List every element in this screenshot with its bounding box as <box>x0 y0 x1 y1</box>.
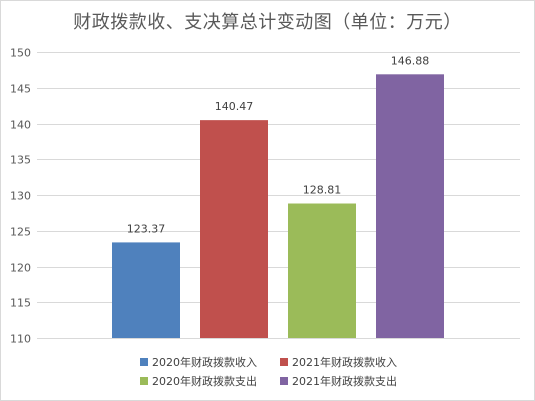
y-tick-label: 120 <box>10 262 31 275</box>
y-tick-label: 140 <box>10 119 31 132</box>
legend-item-2021-income: 2021年财政拨款收入 <box>280 354 420 370</box>
legend: 2020年财政拨款收入 2021年财政拨款收入 2020年财政拨款支出 2021… <box>140 352 420 390</box>
y-axis-ticks: 110 115 120 125 130 135 140 145 150 <box>10 47 31 346</box>
data-label: 128.81 <box>303 184 342 197</box>
legend-item-2021-expense: 2021年财政拨款支出 <box>280 373 420 389</box>
bars <box>112 74 444 339</box>
data-label: 146.88 <box>391 54 430 67</box>
legend-row: 2020年财政拨款收入 2021年财政拨款收入 <box>140 352 420 371</box>
bar <box>288 203 356 338</box>
legend-swatch <box>140 376 148 385</box>
legend-swatch <box>280 357 288 366</box>
y-tick-label: 130 <box>10 190 31 203</box>
bar <box>200 120 268 339</box>
y-tick-label: 115 <box>10 297 31 310</box>
y-tick-label: 135 <box>10 154 31 167</box>
legend-item-2020-expense: 2020年财政拨款支出 <box>140 373 280 389</box>
chart-title: 财政拨款收、支决算总计变动图（单位：万元） <box>73 12 462 33</box>
legend-row: 2020年财政拨款支出 2021年财政拨款支出 <box>140 371 420 390</box>
y-tick-label: 145 <box>10 83 31 96</box>
legend-swatch <box>140 357 148 366</box>
legend-item-2020-income: 2020年财政拨款收入 <box>140 354 280 370</box>
y-tick-label: 110 <box>10 333 31 346</box>
gridlines <box>37 52 520 339</box>
bar <box>376 74 444 339</box>
data-labels: 123.37 140.47 128.81 146.88 <box>127 54 430 235</box>
legend-swatch <box>280 376 288 385</box>
data-label: 123.37 <box>127 222 166 235</box>
legend-label: 2021年财政拨款支出 <box>292 374 397 388</box>
legend-label: 2020年财政拨款收入 <box>152 355 257 369</box>
y-tick-label: 125 <box>10 226 31 239</box>
legend-label: 2021年财政拨款收入 <box>292 355 397 369</box>
legend-label: 2020年财政拨款支出 <box>152 374 257 388</box>
bar <box>112 242 180 338</box>
data-label: 140.47 <box>215 100 254 113</box>
y-tick-label: 150 <box>10 47 31 60</box>
